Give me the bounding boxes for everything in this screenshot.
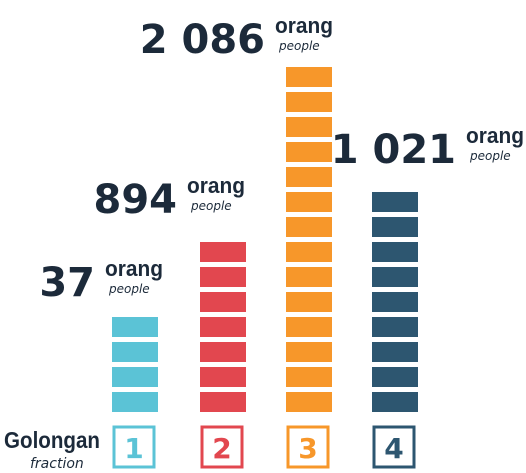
bar-segment	[372, 367, 418, 387]
bar-segment	[286, 292, 332, 312]
bar-segment	[286, 267, 332, 287]
bar-segment	[200, 317, 246, 337]
bar-segment	[286, 342, 332, 362]
value-label: 2 086	[140, 17, 265, 63]
bar-segment	[372, 242, 418, 262]
bar-segment	[200, 292, 246, 312]
group-box	[372, 425, 416, 469]
bar-segment	[112, 342, 158, 362]
group-box	[286, 425, 330, 469]
bar-segment	[200, 367, 246, 387]
unit-label: orang	[275, 13, 333, 38]
bar-segment	[200, 242, 246, 262]
bar-segment	[286, 142, 332, 162]
bar-segment	[372, 267, 418, 287]
unit-label: orang	[187, 173, 245, 198]
unit-label-en: people	[108, 282, 150, 296]
bar-segment	[286, 367, 332, 387]
group-box	[200, 425, 244, 469]
bar-segment	[200, 267, 246, 287]
unit-label: orang	[466, 123, 524, 148]
bar-segment	[200, 342, 246, 362]
group-box	[112, 425, 156, 469]
bar-segment	[286, 167, 332, 187]
bar-segment	[112, 392, 158, 412]
bar-segment	[286, 92, 332, 112]
bar-segment	[112, 367, 158, 387]
bar-segment	[372, 342, 418, 362]
group-label: 1	[124, 432, 143, 465]
bar-segment	[200, 392, 246, 412]
footer-label-en: fraction	[30, 456, 84, 472]
value-label: 1 021	[331, 127, 456, 173]
group-label: 2	[212, 432, 231, 465]
bar-segment	[112, 317, 158, 337]
bar-segment	[372, 292, 418, 312]
bar-segment	[286, 317, 332, 337]
bar-segment	[372, 192, 418, 212]
bar-segment	[286, 117, 332, 137]
bar-segment	[286, 192, 332, 212]
value-label: 894	[94, 177, 178, 223]
bar-segment	[286, 67, 332, 87]
bar-segment	[286, 392, 332, 412]
unit-label-en: people	[278, 39, 320, 53]
bar-segment	[372, 217, 418, 237]
group-label: 3	[298, 432, 317, 465]
bar-segment	[372, 392, 418, 412]
group-label: 4	[384, 432, 403, 465]
unit-label-en: people	[190, 199, 232, 213]
bar-segment	[372, 317, 418, 337]
bar-segment	[286, 242, 332, 262]
unit-label: orang	[105, 256, 163, 281]
footer-label: Golongan	[4, 427, 100, 453]
bar-segment	[286, 217, 332, 237]
unit-label-en: people	[469, 149, 511, 163]
value-label: 37	[39, 260, 95, 306]
